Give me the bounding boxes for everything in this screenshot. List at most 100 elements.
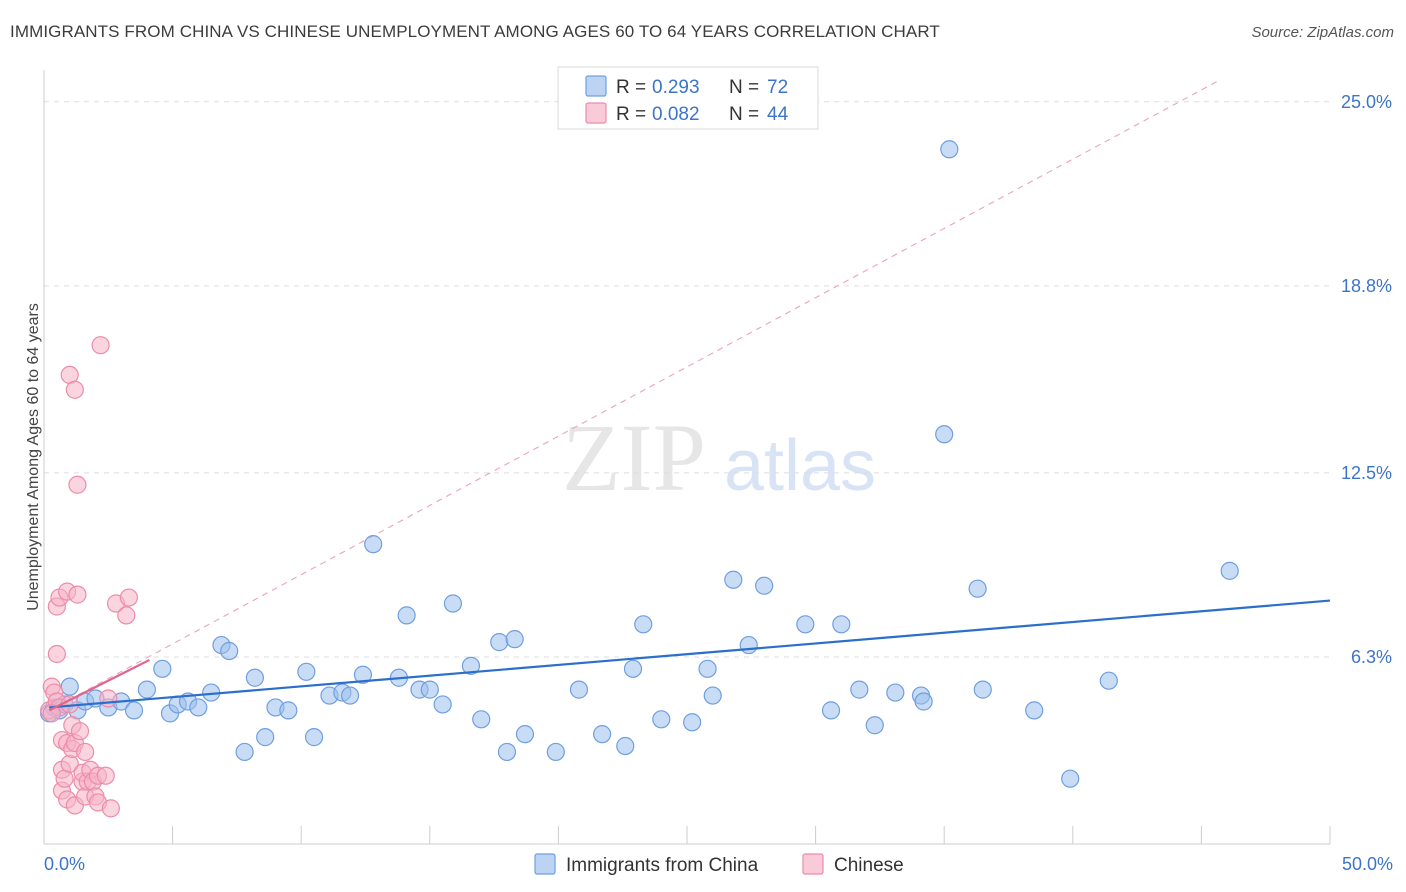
point-immigrants-from-china (515, 725, 535, 744)
legend-n-label: N = (729, 104, 759, 125)
point-chinese (70, 722, 90, 741)
point-chinese (68, 475, 87, 494)
point-immigrants-from-china (364, 535, 383, 554)
point-immigrants-from-china (546, 742, 565, 762)
point-immigrants-from-china (569, 680, 589, 699)
legend-n-value: 72 (767, 77, 788, 98)
point-immigrants-from-china (634, 615, 653, 634)
point-immigrants-from-china (724, 570, 743, 589)
legend-r-label: R = (616, 104, 646, 125)
diagonal-reference-line (48, 80, 1219, 711)
point-chinese (117, 606, 136, 625)
point-immigrants-from-china (1220, 561, 1239, 580)
point-chinese (65, 380, 84, 399)
point-immigrants-from-china (1025, 701, 1044, 720)
point-immigrants-from-china (189, 698, 208, 717)
series-immigrants-from-china-points (40, 140, 1239, 788)
point-immigrants-from-china (1061, 769, 1080, 788)
x-tick-labels: 0.0% 50.0% (44, 854, 1393, 874)
point-immigrants-from-china (220, 641, 239, 661)
point-immigrants-from-china (505, 630, 524, 649)
point-immigrants-from-china (433, 695, 452, 714)
grid-lines (44, 101, 1330, 658)
chart-title: IMMIGRANTS FROM CHINA VS CHINESE UNEMPLO… (10, 22, 940, 41)
point-chinese (68, 585, 87, 604)
point-immigrants-from-china (832, 615, 851, 634)
point-immigrants-from-china (153, 659, 172, 678)
point-immigrants-from-china (968, 579, 987, 598)
point-immigrants-from-china (1099, 671, 1118, 690)
point-immigrants-from-china (623, 659, 643, 678)
series-chinese-points (40, 336, 138, 818)
x-tick-label: 0.0% (44, 854, 85, 874)
point-chinese (101, 799, 120, 818)
point-immigrants-from-china (353, 665, 373, 684)
point-immigrants-from-china (973, 680, 992, 699)
legend-swatch-chinese (802, 853, 824, 875)
legend-swatch-immigrants-from-china (534, 853, 556, 875)
point-chinese (119, 588, 138, 607)
reference-line (48, 80, 1219, 711)
point-immigrants-from-china (940, 140, 959, 159)
legend-n-label: N = (729, 77, 759, 98)
point-immigrants-from-china (256, 728, 275, 747)
y-tick-label: 12.5% (1341, 463, 1392, 483)
point-immigrants-from-china (755, 576, 774, 595)
point-immigrants-from-china (616, 736, 635, 756)
point-immigrants-from-china (865, 716, 884, 735)
point-chinese (91, 336, 110, 355)
point-immigrants-from-china (698, 659, 717, 678)
point-chinese (42, 704, 61, 723)
point-chinese (76, 742, 95, 762)
point-immigrants-from-china (397, 606, 416, 625)
point-immigrants-from-china (739, 635, 758, 655)
point-immigrants-from-china (137, 680, 156, 699)
legend-label-chinese: Chinese (834, 855, 904, 876)
legend-r-value: 0.293 (652, 77, 700, 98)
point-chinese (99, 689, 118, 708)
point-immigrants-from-china (490, 633, 509, 652)
point-immigrants-from-china (340, 686, 360, 705)
point-immigrants-from-china (935, 425, 954, 444)
legend-n-value: 44 (767, 104, 789, 125)
point-immigrants-from-china (443, 594, 463, 613)
point-immigrants-from-china (60, 677, 79, 696)
point-chinese (47, 644, 66, 664)
y-tick-label: 25.0% (1341, 92, 1392, 112)
point-immigrants-from-china (796, 615, 815, 634)
point-immigrants-from-china (593, 725, 612, 744)
y-tick-labels: 6.3% 12.5% 18.8% 25.0% (1341, 92, 1392, 667)
y-axis-label: Unemployment Among Ages 60 to 64 years (25, 303, 42, 611)
point-immigrants-from-china (821, 701, 841, 720)
x-tick-label: 50.0% (1342, 854, 1393, 874)
source-credit: Source: ZipAtlas.com (1251, 24, 1394, 41)
point-immigrants-from-china (497, 742, 517, 762)
point-immigrants-from-china (683, 713, 702, 732)
watermark-zip: ZIP (562, 404, 706, 511)
legend-pink-swatch (585, 102, 607, 124)
correlation-legend: R = 0.293 N = 72 R = 0.082 N = 44 (557, 66, 819, 130)
watermark-atlas: atlas (724, 426, 876, 506)
point-immigrants-from-china (652, 710, 671, 729)
point-chinese (96, 766, 115, 785)
point-immigrants-from-china (297, 662, 316, 681)
point-immigrants-from-china (235, 742, 254, 762)
legend-r-label: R = (616, 77, 646, 98)
trend-line-immigrants-from-china (49, 599, 1331, 709)
legend-r-value: 0.082 (652, 104, 700, 125)
y-tick-label: 6.3% (1351, 647, 1392, 667)
legend-label-immigrants-from-china: Immigrants from China (566, 855, 759, 876)
point-immigrants-from-china (703, 686, 722, 705)
point-immigrants-from-china (472, 710, 491, 729)
point-immigrants-from-china (279, 701, 298, 720)
point-immigrants-from-china (124, 701, 144, 720)
point-immigrants-from-china (304, 728, 324, 747)
trend-lines (48, 599, 1331, 712)
point-immigrants-from-china (886, 683, 905, 702)
point-immigrants-from-china (245, 668, 265, 687)
trend-line-chinese (48, 658, 150, 712)
series-legend: Immigrants from China Chinese (534, 853, 904, 876)
point-immigrants-from-china (420, 680, 439, 699)
y-tick-label: 18.8% (1341, 276, 1392, 296)
